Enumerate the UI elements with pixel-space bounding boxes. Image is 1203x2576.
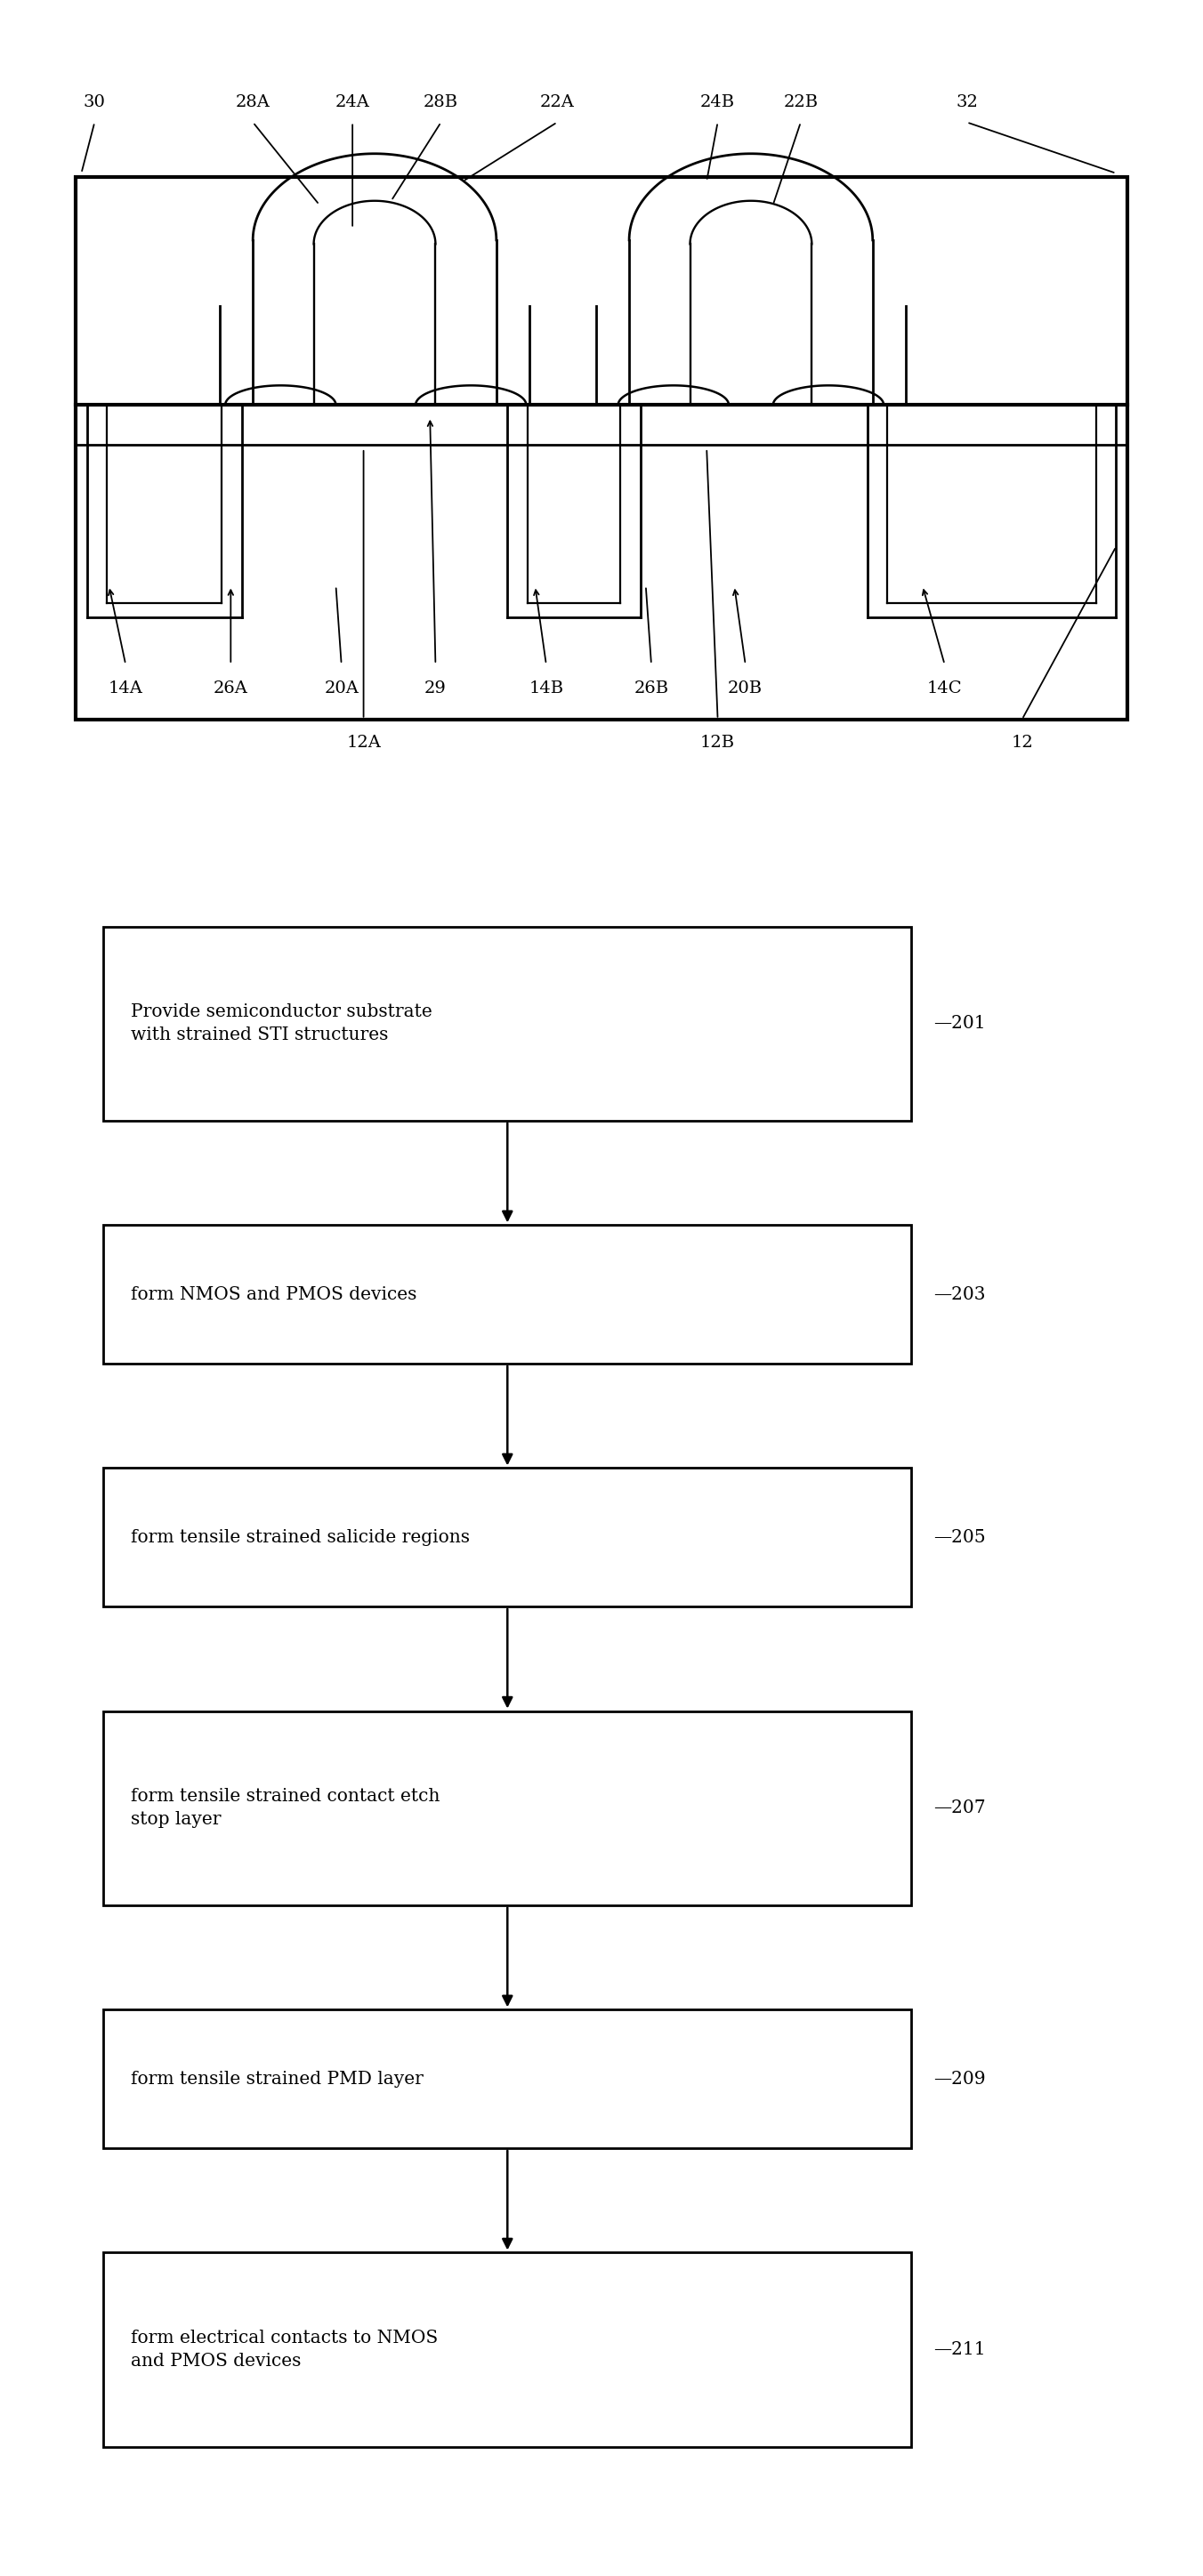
Text: 24B: 24B	[700, 95, 735, 111]
Text: form tensile strained PMD layer: form tensile strained PMD layer	[131, 2071, 423, 2087]
Text: —211: —211	[934, 2342, 985, 2357]
Text: 12A: 12A	[346, 734, 381, 752]
Bar	[103, 1226, 912, 1363]
Text: form tensile strained contact etch
stop layer: form tensile strained contact etch stop …	[131, 1788, 440, 1829]
Text: 14A: 14A	[108, 680, 143, 696]
Text: 32: 32	[955, 95, 978, 111]
Text: 20A: 20A	[324, 680, 358, 696]
Text: form electrical contacts to NMOS
and PMOS devices: form electrical contacts to NMOS and PMO…	[131, 2329, 438, 2370]
Text: 24A: 24A	[336, 95, 369, 111]
Text: form tensile strained salicide regions: form tensile strained salicide regions	[131, 1528, 470, 1546]
Bar	[103, 2251, 912, 2447]
Text: 22A: 22A	[540, 95, 575, 111]
Text: 12: 12	[1011, 734, 1033, 752]
Text: —207: —207	[934, 1801, 985, 1816]
Text: Provide semiconductor substrate
with strained STI structures: Provide semiconductor substrate with str…	[131, 1002, 433, 1043]
Text: 28B: 28B	[423, 95, 458, 111]
Text: 26A: 26A	[213, 680, 248, 696]
Bar	[103, 1710, 912, 1906]
Text: 28A: 28A	[236, 95, 271, 111]
Text: 20B: 20B	[728, 680, 763, 696]
Text: —209: —209	[934, 2071, 985, 2087]
Text: 26B: 26B	[634, 680, 669, 696]
Bar	[103, 927, 912, 1121]
Text: 30: 30	[83, 95, 106, 111]
Text: form NMOS and PMOS devices: form NMOS and PMOS devices	[131, 1285, 417, 1303]
Text: 29: 29	[425, 680, 446, 696]
Text: —205: —205	[934, 1528, 985, 1546]
Text: 12B: 12B	[700, 734, 735, 752]
Text: 22B: 22B	[783, 95, 818, 111]
Text: 14C: 14C	[928, 680, 962, 696]
Text: 14B: 14B	[529, 680, 563, 696]
Bar	[103, 2009, 912, 2148]
Bar	[103, 1468, 912, 1607]
Bar	[76, 178, 1127, 719]
Text: —201: —201	[934, 1015, 985, 1033]
Text: —203: —203	[934, 1285, 985, 1303]
